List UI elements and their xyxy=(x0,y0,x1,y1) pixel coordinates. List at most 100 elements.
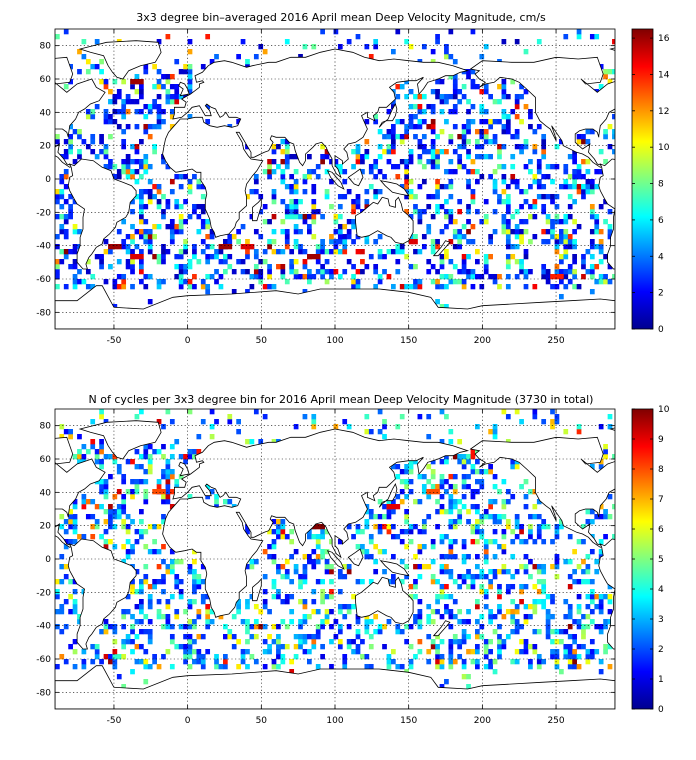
data-cell xyxy=(276,534,281,540)
data-cell xyxy=(514,259,520,265)
data-cell xyxy=(333,214,339,220)
data-cell xyxy=(452,229,458,235)
data-cell xyxy=(245,194,250,200)
data-cell xyxy=(320,154,325,160)
data-cell xyxy=(143,154,149,160)
data-cell xyxy=(536,529,542,535)
x-tick-label: 0 xyxy=(185,716,191,726)
data-cell xyxy=(329,564,334,570)
data-cell xyxy=(315,634,321,640)
data-cell xyxy=(258,209,264,215)
data-cell xyxy=(576,644,582,650)
data-cell xyxy=(483,644,489,650)
data-cell xyxy=(470,69,476,75)
data-cell xyxy=(492,99,498,105)
data-cell xyxy=(426,259,432,265)
data-cell xyxy=(267,239,272,245)
data-cell xyxy=(161,84,166,90)
data-cell xyxy=(545,164,551,170)
data-cell xyxy=(134,194,140,200)
data-cell xyxy=(315,269,321,275)
data-cell xyxy=(541,269,547,275)
data-cell xyxy=(152,584,157,590)
data-cell xyxy=(430,214,436,220)
data-cell xyxy=(302,189,308,195)
data-cell xyxy=(68,64,73,70)
data-cell xyxy=(205,274,211,280)
data-cell xyxy=(245,664,250,670)
data-cell xyxy=(532,489,538,495)
data-cell xyxy=(523,284,529,290)
data-cell xyxy=(77,454,82,460)
data-cell xyxy=(121,639,127,645)
data-cell xyxy=(147,604,153,610)
data-cell xyxy=(430,194,436,200)
data-cell xyxy=(342,179,348,185)
data-cell xyxy=(324,559,330,565)
data-cell xyxy=(572,579,577,585)
coast-north-america xyxy=(55,436,106,548)
data-cell xyxy=(404,509,409,515)
data-cell xyxy=(594,569,600,575)
data-cell xyxy=(81,499,87,505)
data-cell xyxy=(196,659,202,665)
data-cell xyxy=(63,249,69,255)
data-cell xyxy=(439,474,445,480)
data-cell xyxy=(130,209,135,215)
data-cell xyxy=(139,579,144,585)
data-cell xyxy=(245,619,250,625)
data-cell xyxy=(209,229,215,235)
data-cell xyxy=(183,244,188,250)
data-cell xyxy=(72,499,78,505)
data-cell xyxy=(470,189,476,195)
data-cell xyxy=(196,449,202,455)
data-cell xyxy=(165,34,171,40)
data-cell xyxy=(461,574,467,580)
data-cell xyxy=(364,239,370,245)
data-cell xyxy=(448,429,454,435)
data-cell xyxy=(187,569,193,575)
data-cell xyxy=(603,649,608,655)
data-cell xyxy=(165,459,171,465)
data-cell xyxy=(125,489,131,495)
x-tick-label: 150 xyxy=(400,336,417,346)
data-cell xyxy=(536,39,542,45)
data-cell xyxy=(488,639,493,645)
data-cell xyxy=(541,589,547,595)
data-cell xyxy=(391,524,396,530)
data-cell xyxy=(567,634,573,640)
data-cell xyxy=(174,644,180,650)
data-cell xyxy=(452,614,458,620)
data-cell xyxy=(501,94,507,100)
data-cell xyxy=(492,134,498,140)
data-cell xyxy=(200,654,206,660)
data-cell xyxy=(262,574,268,580)
data-cell xyxy=(607,414,613,420)
data-cell xyxy=(572,244,577,250)
data-cell xyxy=(223,254,228,260)
data-cell-hot xyxy=(134,79,140,85)
data-cell xyxy=(311,199,317,205)
data-cell xyxy=(452,639,458,645)
data-cell xyxy=(479,569,485,575)
data-cell xyxy=(479,514,485,520)
data-cell xyxy=(576,134,582,140)
data-cell xyxy=(598,459,604,465)
data-cell xyxy=(200,184,206,190)
data-cell xyxy=(444,454,449,460)
data-cell xyxy=(430,559,436,565)
data-cell xyxy=(103,109,109,115)
data-cell xyxy=(103,144,109,150)
data-cell xyxy=(112,524,118,530)
data-cell xyxy=(488,504,493,510)
data-cell xyxy=(541,599,547,605)
data-cell xyxy=(417,609,423,615)
data-cell xyxy=(116,174,122,180)
data-cell xyxy=(461,474,467,480)
data-cell xyxy=(594,214,600,220)
data-cell xyxy=(408,594,414,600)
data-cell xyxy=(77,49,82,55)
data-cell xyxy=(262,249,268,255)
data-cell xyxy=(205,244,211,250)
data-cell xyxy=(355,634,361,640)
